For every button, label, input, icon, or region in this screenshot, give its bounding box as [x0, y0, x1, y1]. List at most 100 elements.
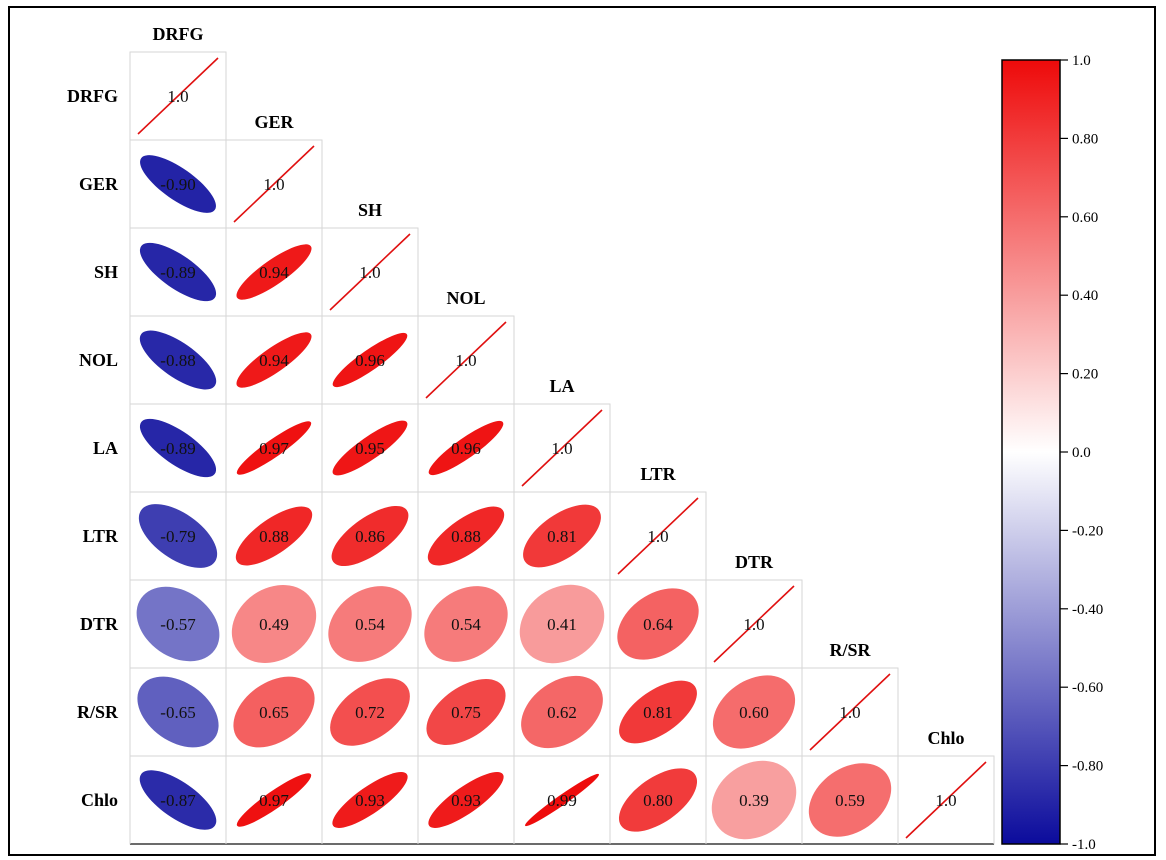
cell-value: 0.96 — [355, 351, 385, 370]
cell-value: 0.59 — [835, 791, 865, 810]
diagonal-line — [809, 673, 891, 751]
colorbar-tick-label: -0.60 — [1072, 680, 1103, 696]
diagonal-line — [617, 497, 699, 575]
cell-value: 1.0 — [263, 175, 284, 194]
correlation-ellipse — [428, 420, 504, 476]
correlation-ellipse — [330, 678, 410, 746]
colorbar-tick-label: 0.40 — [1072, 288, 1098, 304]
colorbar — [1001, 59, 1061, 845]
cell-value: 0.81 — [547, 527, 577, 546]
correlation-ellipse — [231, 584, 317, 664]
row-label-DTR: DTR — [80, 614, 119, 634]
correlation-ellipse — [236, 332, 312, 388]
cell-value: -0.87 — [160, 791, 196, 810]
correlation-heatmap: DRFG DRFG 1.0 GER GER -0.90 1.0 SH SH -0.89 0.94 1.… — [67, 24, 1103, 853]
cell-value: 0.75 — [451, 703, 481, 722]
cell-value: 0.62 — [547, 703, 577, 722]
cell-value: 1.0 — [743, 615, 764, 634]
cell-value: 0.64 — [643, 615, 673, 634]
cell-value: 0.99 — [547, 791, 577, 810]
cell-border — [897, 755, 995, 845]
diagonal-line — [233, 145, 315, 223]
cell-value: 0.49 — [259, 615, 289, 634]
correlation-ellipse — [428, 772, 504, 828]
cell-value: 0.54 — [451, 615, 481, 634]
cell-value: 0.97 — [259, 439, 289, 458]
column-label-DRFG: DRFG — [153, 24, 204, 44]
cell-value: 1.0 — [167, 87, 188, 106]
correlation-ellipse — [519, 584, 605, 664]
diagonal-line — [905, 761, 987, 839]
row-label-SH: SH — [94, 262, 118, 282]
column-label-NOL: NOL — [446, 288, 485, 308]
correlation-ellipse — [139, 242, 217, 302]
correlation-ellipse — [236, 421, 312, 475]
cell-value: 1.0 — [647, 527, 668, 546]
correlation-ellipse — [617, 588, 699, 660]
cell-value: -0.89 — [160, 263, 195, 282]
cell-value: 0.65 — [259, 703, 289, 722]
cell-value: 0.88 — [259, 527, 289, 546]
cell-value: 0.41 — [547, 615, 577, 634]
correlation-ellipse — [332, 332, 408, 388]
column-label-LTR: LTR — [640, 464, 676, 484]
column-label-Chlo: Chlo — [927, 728, 964, 748]
cell-value: 0.72 — [355, 703, 385, 722]
cell-value: 0.93 — [451, 791, 481, 810]
cell-value: 0.95 — [355, 439, 385, 458]
cell-value: -0.90 — [160, 175, 195, 194]
cell-value: 0.60 — [739, 703, 769, 722]
cell-value: -0.79 — [160, 527, 195, 546]
diagonal-line — [521, 409, 603, 487]
row-label-LTR: LTR — [83, 526, 119, 546]
cell-value: 0.96 — [451, 439, 481, 458]
cell-value: 0.94 — [259, 263, 289, 282]
colorbar-tick-label: 0.80 — [1072, 131, 1098, 147]
cell-value: 0.97 — [259, 791, 289, 810]
correlation-ellipse — [521, 675, 603, 749]
cell-value: 1.0 — [839, 703, 860, 722]
cell-value: 0.81 — [643, 703, 673, 722]
correlation-ellipse — [136, 586, 220, 662]
column-label-SH: SH — [358, 200, 382, 220]
cell-value: 0.80 — [643, 791, 673, 810]
correlation-ellipse — [139, 330, 217, 390]
cell-value: 1.0 — [455, 351, 476, 370]
cell-value: 1.0 — [359, 263, 380, 282]
correlation-ellipse — [236, 773, 312, 827]
correlation-ellipse — [138, 504, 218, 568]
row-label-Chlo: Chlo — [81, 790, 118, 810]
row-label-R/SR: R/SR — [77, 702, 119, 722]
correlation-ellipse — [424, 586, 508, 662]
colorbar-tick-label: -0.80 — [1072, 759, 1103, 775]
row-label-GER: GER — [79, 174, 119, 194]
column-label-LA: LA — [549, 376, 574, 396]
row-label-LA: LA — [93, 438, 118, 458]
correlation-ellipse — [139, 418, 217, 478]
cell-value: 0.94 — [259, 351, 289, 370]
correlation-ellipse — [525, 773, 599, 827]
cell-value: 1.0 — [551, 439, 572, 458]
cell-value: -0.88 — [160, 351, 195, 370]
cell-value: 0.39 — [739, 791, 769, 810]
colorbar-tick-label: -1.0 — [1072, 837, 1096, 853]
colorbar-tick-label: -0.40 — [1072, 602, 1103, 618]
cell-value: 0.86 — [355, 527, 385, 546]
correlation-ellipse — [332, 420, 408, 476]
correlation-ellipse — [711, 760, 797, 840]
correlation-ellipse — [233, 676, 315, 748]
correlation-ellipse — [427, 506, 505, 566]
cell-value: 0.88 — [451, 527, 481, 546]
correlation-ellipse — [235, 506, 313, 566]
cell-value: -0.57 — [160, 615, 196, 634]
correlation-ellipse — [139, 770, 217, 830]
column-label-R/SR: R/SR — [829, 640, 871, 660]
cell-value: 0.93 — [355, 791, 385, 810]
diagonal-line — [713, 585, 795, 663]
cell-value: -0.65 — [160, 703, 195, 722]
diagonal-line — [425, 321, 507, 399]
correlation-ellipse — [331, 505, 409, 567]
colorbar-tick-label: 0.20 — [1072, 367, 1098, 383]
colorbar-tick-label: 1.0 — [1072, 53, 1091, 69]
colorbar-tick-label: 0.0 — [1072, 445, 1091, 461]
